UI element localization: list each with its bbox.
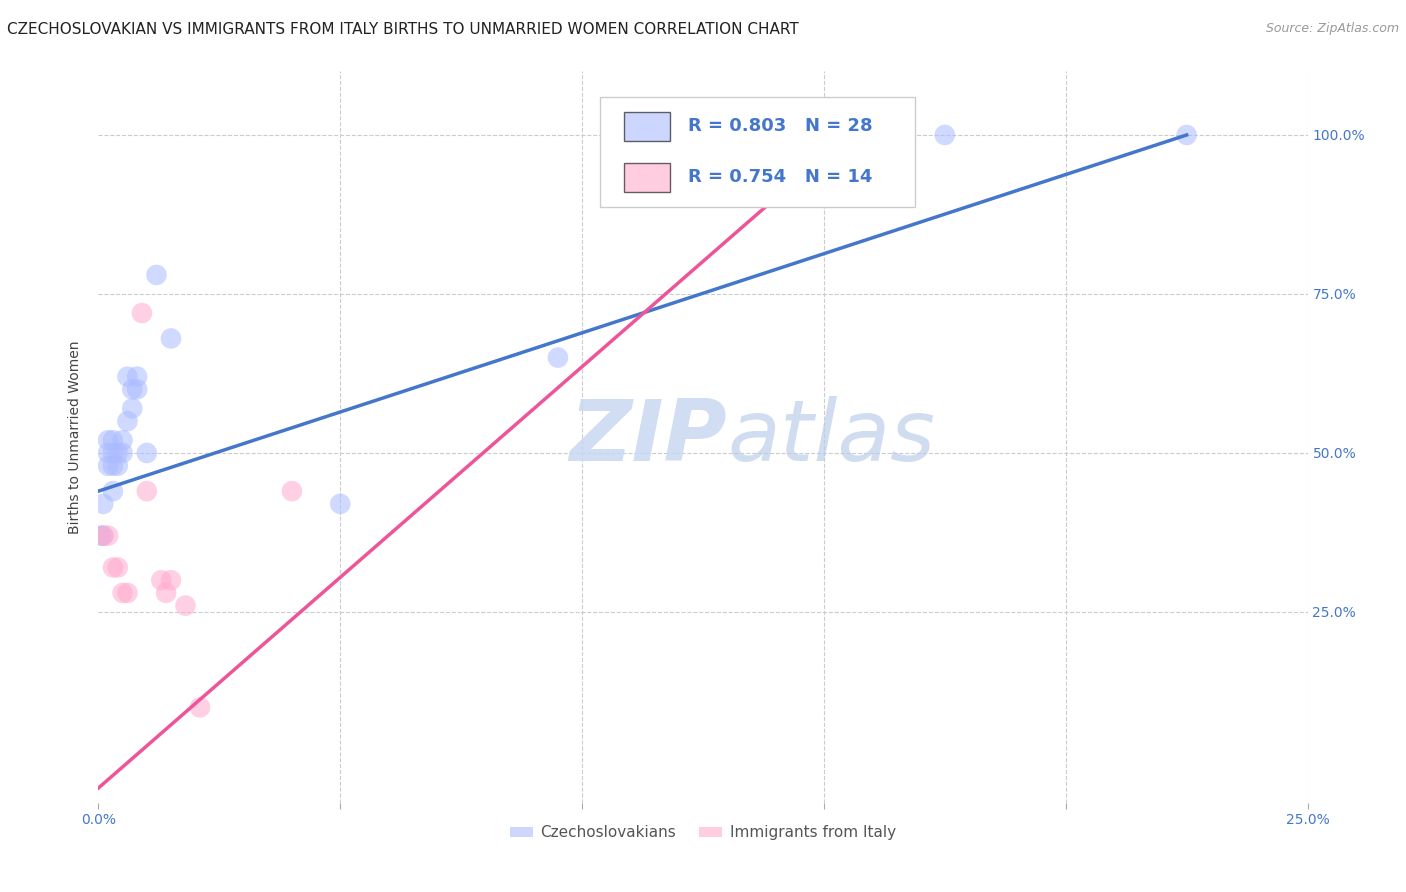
Point [101,434,124,448]
Point [329,497,352,511]
Point [117,586,139,600]
Text: R = 0.754   N = 14: R = 0.754 N = 14 [689,169,873,186]
Point [765,128,787,142]
Point [107,446,129,460]
Point [121,383,143,397]
Point [135,446,157,460]
Point [281,484,304,499]
Point [131,306,153,320]
Point [135,484,157,499]
Text: CZECHOSLOVAKIAN VS IMMIGRANTS FROM ITALY BIRTHS TO UNMARRIED WOMEN CORRELATION C: CZECHOSLOVAKIAN VS IMMIGRANTS FROM ITALY… [7,22,799,37]
FancyBboxPatch shape [624,163,671,192]
Point [160,331,183,345]
FancyBboxPatch shape [600,97,915,207]
Point [97,446,120,460]
Point [934,128,956,142]
Point [97,458,120,473]
Point [155,586,177,600]
Point [101,446,124,460]
Point [1175,128,1198,142]
Point [107,458,129,473]
Text: R = 0.803   N = 28: R = 0.803 N = 28 [689,117,873,136]
Point [121,401,143,416]
Point [91,529,114,543]
Point [145,268,167,282]
Point [101,560,124,574]
Point [174,599,197,613]
FancyBboxPatch shape [624,112,671,141]
Point [117,369,139,384]
Point [117,414,139,428]
Point [101,458,124,473]
Point [547,351,569,365]
Point [107,560,129,574]
Point [91,497,114,511]
Point [97,529,120,543]
Point [127,383,149,397]
Point [150,573,173,587]
Text: Source: ZipAtlas.com: Source: ZipAtlas.com [1265,22,1399,36]
Legend: Czechoslovakians, Immigrants from Italy: Czechoslovakians, Immigrants from Italy [503,819,903,847]
Point [127,369,149,384]
Text: atlas: atlas [727,395,935,479]
Point [111,446,134,460]
Y-axis label: Births to Unmarried Women: Births to Unmarried Women [69,341,83,533]
Text: ZIP: ZIP [569,395,727,479]
Point [188,700,211,714]
Point [160,573,183,587]
Point [111,586,134,600]
Point [111,434,134,448]
Point [97,434,120,448]
Point [90,529,112,543]
Point [101,484,124,499]
Point [91,529,114,543]
